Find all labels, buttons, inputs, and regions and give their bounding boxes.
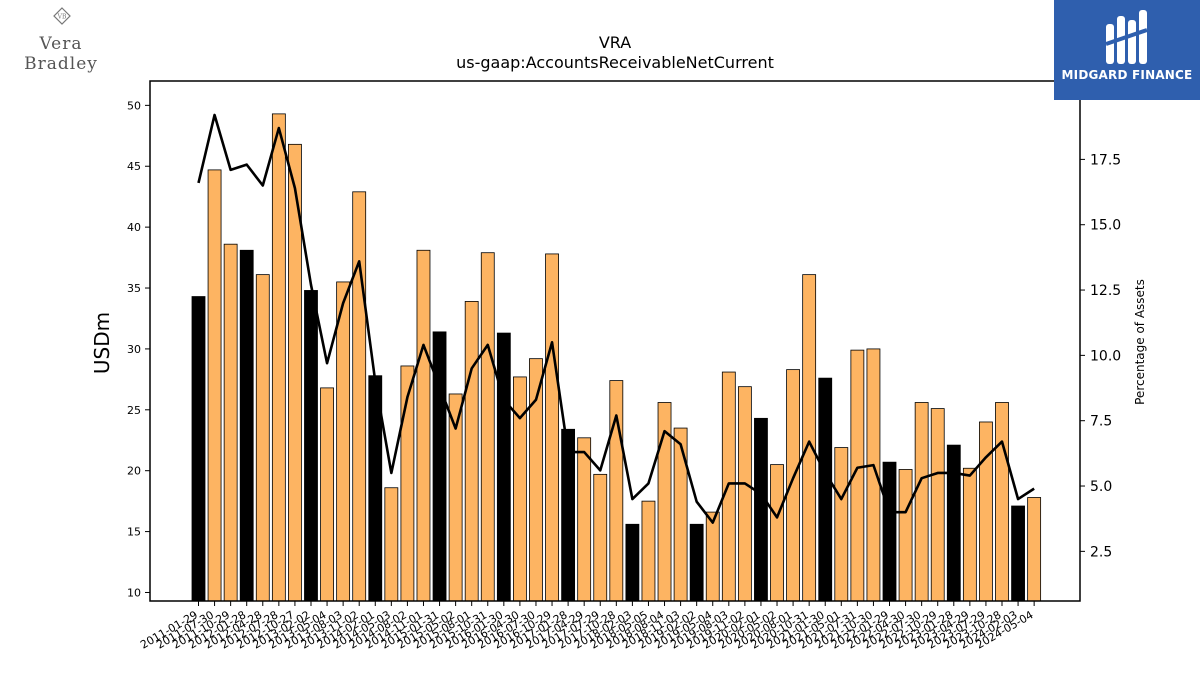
bar [946,444,961,602]
y2-tick-label: 17.5 [1090,152,1121,168]
bar [786,369,800,602]
svg-text:VB: VB [57,14,67,21]
bar [754,417,768,602]
bars-layer [191,113,1042,602]
vera-bradley-logo: VB [6,6,122,62]
y2-tick-label: 12.5 [1090,283,1121,299]
y2-tick-label: 5.0 [1090,479,1112,495]
bar [705,511,720,602]
bar [496,332,511,602]
y-tick-label: 35 [127,282,141,295]
bar [673,427,688,602]
chart-subtitle: us-gaap:AccountsReceivableNetCurrent [456,53,774,72]
bar [882,461,897,602]
diamond-emblem-icon: VB [53,7,71,25]
bar [480,252,495,602]
bar [384,487,399,602]
bar [914,402,929,602]
bar [223,243,238,602]
y-axis-left: 10 15 20 25 30 35 40 45 50 [127,99,150,599]
bar [979,421,993,602]
bar [641,500,656,602]
bar [464,301,479,602]
bar [802,274,817,602]
bar [255,274,270,602]
bar [561,428,576,602]
bar [577,437,592,602]
y2-tick-label: 15.0 [1090,218,1121,234]
y2-tick-label: 2.5 [1090,544,1112,560]
bar [898,469,913,602]
bar [320,387,334,602]
y-axis-right: 2.5 5.0 7.5 10.0 12.5 15.0 17.5 [1080,152,1121,560]
bar [593,473,608,602]
bar [336,281,351,602]
bar [818,377,833,602]
bar [352,191,367,602]
line-layer [197,113,1035,524]
percentage-line [197,113,1035,524]
midgard-finance-wordmark: MIDGARD FINANCE [1061,68,1193,82]
vera-bradley-wordmark: Vera Bradley [24,34,98,74]
y-tick-label: 20 [127,465,141,478]
y-tick-label: 50 [127,99,141,112]
bar [770,464,784,602]
bar [191,296,206,602]
bar [1011,505,1025,602]
bar [962,467,977,602]
bar [930,408,945,602]
y2-tick-label: 10.0 [1090,348,1121,364]
bar [625,523,640,602]
y-tick-label: 40 [127,221,141,234]
midgard-emblem-icon [1105,10,1148,64]
bar [545,253,559,602]
bar [689,523,704,602]
y-tick-label: 30 [127,343,141,356]
bar [207,169,222,602]
y2-tick-label: 7.5 [1090,414,1112,430]
y-tick-label: 25 [127,404,141,417]
y-tick-label: 45 [127,160,141,173]
bar [416,249,431,602]
y-axis-label: USDm [90,312,114,374]
bar [737,386,752,602]
plot-frame [149,80,1081,602]
bar [609,380,624,602]
bar [271,113,286,602]
bar [304,290,318,602]
bar [239,249,254,602]
chart-title: VRA [599,33,631,52]
y2-axis-label: Percentage of Assets [1133,279,1147,405]
bar [1027,497,1042,602]
y-tick-label: 10 [127,586,141,599]
midgard-finance-logo: MIDGARD FINANCE [1054,0,1200,100]
bar [834,447,849,602]
bar [513,376,527,602]
x-axis: 2011-01-292011-07-302011-10-292012-01-28… [138,601,1036,652]
y-tick-label: 15 [127,526,141,539]
bar [995,402,1009,602]
